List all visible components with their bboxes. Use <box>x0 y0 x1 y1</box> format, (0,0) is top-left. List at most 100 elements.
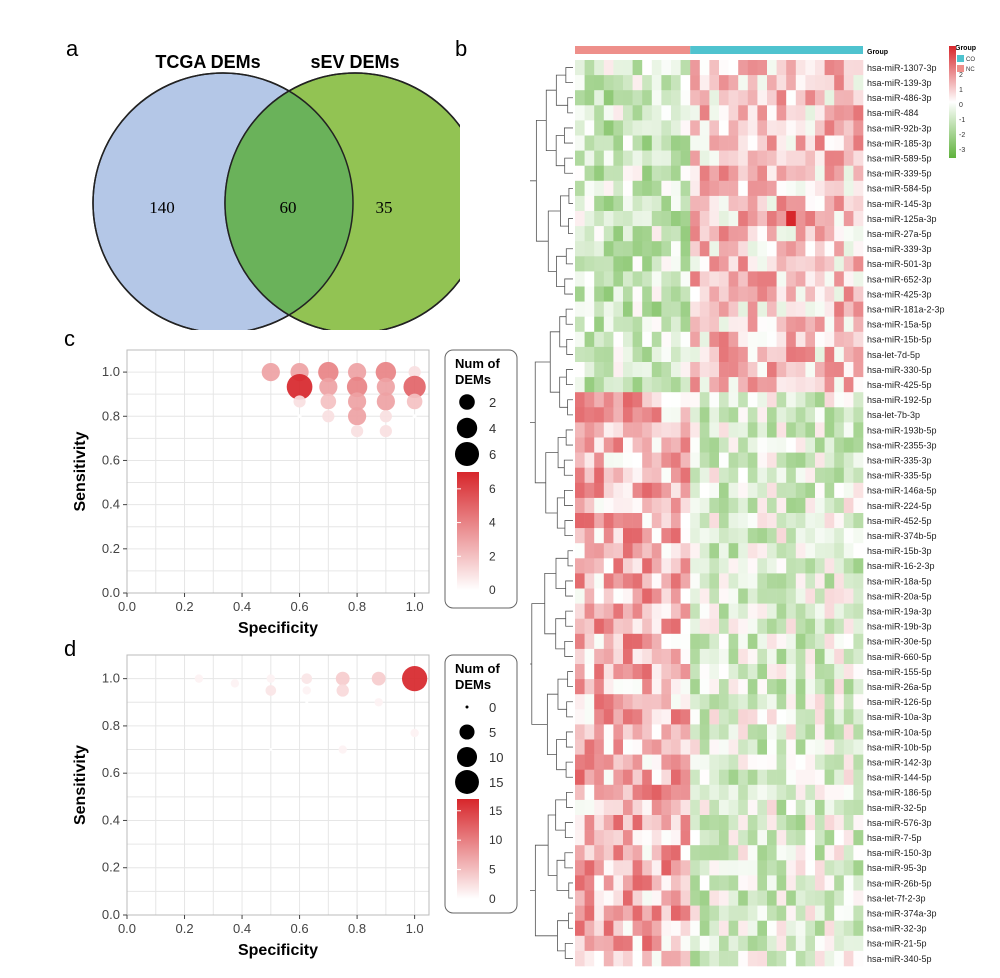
heatmap-cell <box>843 875 854 891</box>
heatmap-cell <box>786 226 797 242</box>
heatmap-cell <box>680 799 691 816</box>
heatmap-cell <box>719 845 729 861</box>
row-label: hsa-miR-15a-5p <box>867 320 932 330</box>
heatmap-cell <box>642 694 653 710</box>
heatmap-cell <box>776 905 787 921</box>
heatmap-cell <box>747 211 758 227</box>
heatmap-cell <box>613 950 624 967</box>
heatmap-cell <box>834 905 845 921</box>
heatmap-cell <box>719 528 729 544</box>
y-tick-label: 0.6 <box>102 765 120 780</box>
heatmap-cell <box>699 135 710 151</box>
heatmap-cell <box>843 513 854 529</box>
heatmap-cell <box>747 241 758 257</box>
heatmap-cell <box>632 739 643 755</box>
heatmap-cell <box>584 664 595 680</box>
heatmap-cell <box>584 437 595 453</box>
x-axis-title: Specificity <box>238 620 318 637</box>
heatmap-cell <box>795 346 806 363</box>
heatmap-cell <box>594 905 605 921</box>
heatmap-cell <box>671 407 681 423</box>
heatmap-cell <box>824 392 835 408</box>
heatmap-cell <box>623 362 633 378</box>
heatmap-cell <box>623 573 633 589</box>
heatmap-cell <box>584 165 595 182</box>
heatmap-cell <box>603 950 614 967</box>
heatmap-cell <box>843 679 854 695</box>
heatmap-cell <box>747 180 758 197</box>
dendrogram-branch <box>545 89 557 151</box>
heatmap-cell <box>815 316 825 333</box>
data-point <box>302 686 311 695</box>
heatmap-cell <box>699 452 710 468</box>
heatmap-cell <box>738 241 749 257</box>
heatmap-cell <box>805 362 816 378</box>
heatmap-cell <box>651 905 662 921</box>
heatmap-cell <box>661 769 672 786</box>
heatmap-cell <box>738 709 749 725</box>
heatmap-cell <box>623 845 633 861</box>
heatmap-cell <box>651 316 662 333</box>
row-label: hsa-miR-224-5p <box>867 501 932 511</box>
heatmap-cell <box>719 573 729 589</box>
heatmap-cell <box>651 377 662 393</box>
heatmap-cell <box>709 226 720 242</box>
heatmap-cell <box>747 633 758 650</box>
heatmap-cell <box>623 497 633 514</box>
dendrogram-branch <box>567 671 573 688</box>
heatmap-cell <box>757 226 768 242</box>
group-legend-swatch <box>957 65 964 72</box>
heatmap-cell <box>690 271 701 287</box>
heatmap-cell <box>719 799 729 816</box>
heatmap-cell <box>834 694 845 710</box>
heatmap-cell <box>632 301 643 317</box>
heatmap-cell <box>642 301 653 317</box>
heatmap-cell <box>719 377 729 393</box>
heatmap-cell <box>699 950 710 967</box>
heatmap-cell <box>738 75 749 91</box>
heatmap-cell <box>795 316 806 333</box>
heatmap-cell <box>699 150 710 166</box>
heatmap-cell <box>767 195 777 212</box>
heatmap-cell <box>834 271 845 287</box>
data-point <box>406 393 423 410</box>
heatmap-cell <box>584 452 595 468</box>
heatmap-cell <box>853 528 864 544</box>
heatmap-cell <box>843 316 854 333</box>
heatmap-cell <box>776 784 787 801</box>
heatmap-cell <box>661 845 672 861</box>
heatmap-cell <box>757 739 768 755</box>
heatmap-cell <box>594 845 605 861</box>
heatmap-cell <box>584 543 595 559</box>
heatmap-cell <box>757 905 768 921</box>
heatmap-cell <box>738 90 749 106</box>
heatmap-cell <box>757 935 768 952</box>
row-label: hsa-miR-339-3p <box>867 244 932 254</box>
panel-letter-a: a <box>66 36 79 61</box>
heatmap-cell <box>690 256 701 272</box>
heatmap-cell <box>642 180 653 197</box>
heatmap-cell <box>767 694 777 710</box>
heatmap-cell <box>642 799 653 816</box>
heatmap-cell <box>747 890 758 906</box>
heatmap-cell <box>613 195 624 212</box>
heatmap-cell <box>699 648 710 665</box>
heatmap-cell <box>671 905 681 921</box>
heatmap-cell <box>594 241 605 257</box>
heatmap-cell <box>767 211 777 227</box>
heatmap-cell <box>671 588 681 604</box>
heatmap-cell <box>575 845 585 861</box>
row-dendrogram <box>530 67 573 959</box>
data-point <box>347 407 367 426</box>
heatmap-cell <box>642 271 653 287</box>
heatmap-cell <box>661 301 672 317</box>
heatmap-cell <box>824 226 835 242</box>
heatmap-cell <box>834 709 845 725</box>
heatmap-cell <box>815 633 825 650</box>
heatmap-cell <box>843 452 854 468</box>
heatmap-cell <box>738 830 749 846</box>
x-tick-label: 0.2 <box>175 599 193 614</box>
heatmap-cell <box>757 392 768 408</box>
heatmap-cell <box>671 120 681 136</box>
heatmap-cell <box>584 120 595 136</box>
